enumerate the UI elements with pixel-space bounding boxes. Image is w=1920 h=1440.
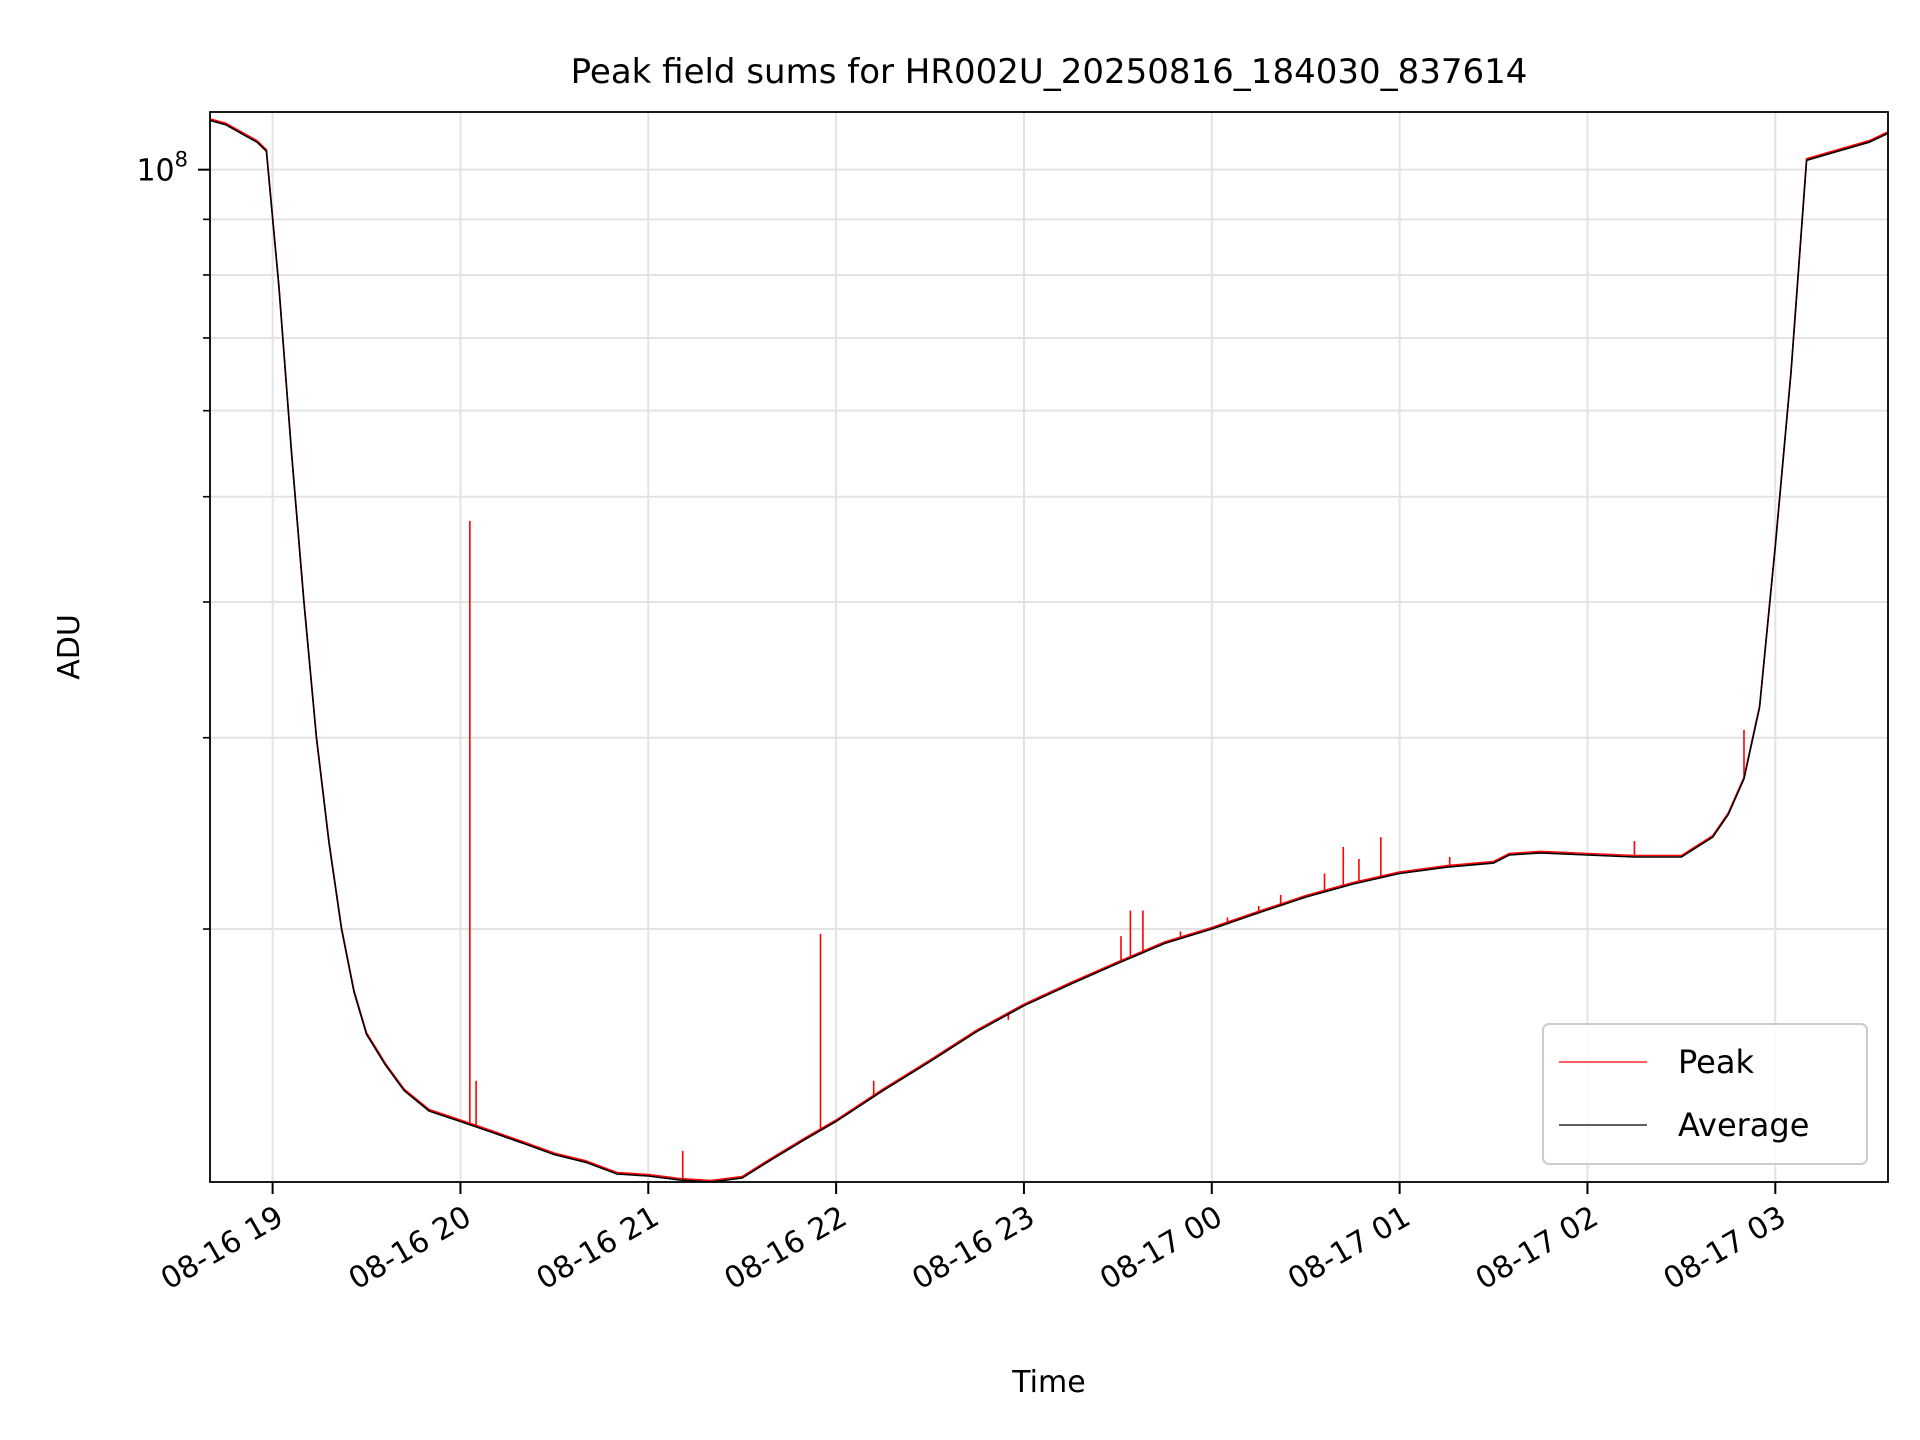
legend: Peak Average: [1542, 1023, 1868, 1165]
y-tick-label: 108: [136, 148, 188, 189]
grid: [210, 112, 1888, 1182]
y-axis-label: ADU: [52, 614, 87, 680]
legend-average-label: Average: [1678, 1106, 1809, 1144]
chart-title: Peak field sums for HR002U_20250816_1840…: [571, 52, 1528, 92]
legend-peak-label: Peak: [1678, 1043, 1754, 1081]
average-series-line: [210, 119, 1888, 1182]
legend-box: [1542, 1023, 1868, 1165]
axes-frame: [209, 111, 1889, 1183]
plot-area: [210, 118, 1888, 1182]
x-axis-label: Time: [1011, 1365, 1085, 1400]
